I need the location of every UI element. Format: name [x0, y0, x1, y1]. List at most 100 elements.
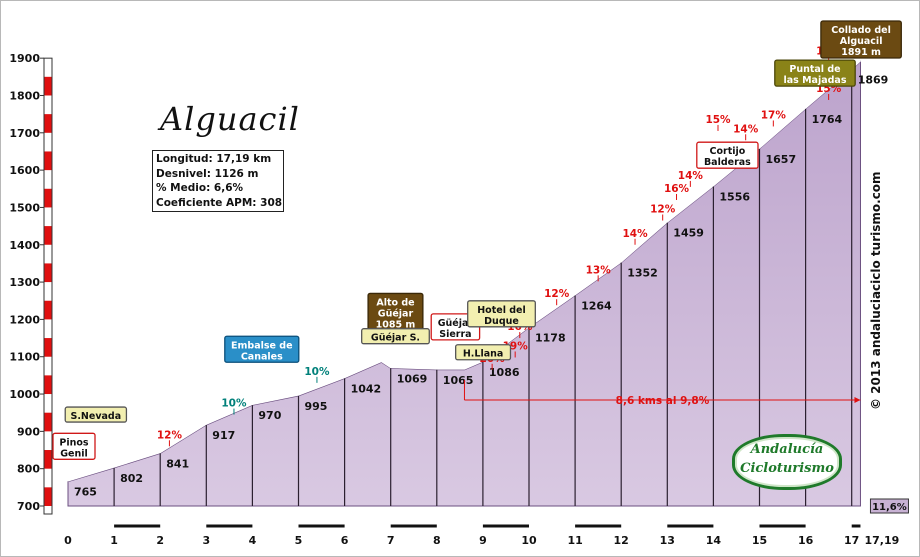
segment-gradient-2: 7,6%: [169, 513, 199, 525]
ramp-label-1: 10%: [221, 398, 247, 410]
ramp-label-14: 17%: [761, 109, 787, 121]
span-arrow: [854, 397, 861, 404]
y-tick-1100: 1100: [9, 351, 40, 364]
x-tick-0: 0: [64, 534, 72, 547]
place-box-1: [64, 406, 128, 423]
place-label-10-1: Alguacil: [840, 36, 883, 47]
altitude-1869: 1869: [858, 74, 889, 87]
altitude-1264: 1264: [581, 300, 612, 313]
y-axis-segment-1600: [44, 151, 52, 171]
altitude-802: 802: [120, 472, 143, 485]
altitude-1042: 1042: [351, 382, 382, 395]
y-axis-segment-1100: [44, 338, 52, 357]
x-tick-11: 11: [567, 534, 582, 547]
place-6: H.Llana: [455, 344, 512, 361]
place-label-7-0: Hotel del: [477, 305, 526, 316]
x-axis-ruler-10: [529, 524, 576, 528]
logo-line-2: Cicloturismo: [740, 461, 834, 476]
place-box-2: [224, 335, 300, 363]
y-axis-segment-1700: [44, 114, 52, 133]
y-tick-1000: 1000: [9, 388, 40, 401]
y-tick-1700: 1700: [9, 127, 40, 140]
segment-gradient-3: 5,3%: [215, 513, 245, 525]
place-label-2-1: Canales: [241, 351, 283, 362]
chart-title: Alguacil: [160, 100, 300, 138]
ramp-label-6: 12%: [544, 288, 570, 300]
place-label-8-1: Balderas: [704, 157, 751, 168]
x-tick-end: 17,19: [864, 534, 899, 547]
x-tick-12: 12: [614, 534, 629, 547]
x-axis-ruler-0: [68, 524, 115, 528]
segment-gradients: 3,7% 3,9% 7,6% 5,3% 2,5% 4,7% 2,7% -0,4% 2,1% 9,2…: [76, 498, 909, 525]
ramp-label-8: 14%: [622, 228, 648, 240]
altitude-labels: 765 802 841 917 970 995 1042 1069 1065 1086 1178 12…: [74, 74, 888, 499]
stat-apm-coefficient: Coeficiente APM: 308: [156, 196, 283, 209]
x-tick-3: 3: [202, 534, 210, 547]
altitude-1065: 1065: [443, 374, 474, 387]
x-tick-7: 7: [387, 534, 395, 547]
place-box-6: [455, 344, 512, 361]
segment-gradient-13: 9,7%: [676, 513, 706, 525]
stat-elevation-gain: Desnivel: 1126 m: [156, 167, 259, 180]
y-tick-700: 700: [17, 500, 40, 513]
span-label: 8,6 kms al 9,8%: [616, 395, 710, 407]
x-tick-14: 14: [706, 534, 722, 547]
place-1: S.Nevada: [64, 406, 128, 423]
y-tick-800: 800: [17, 463, 40, 476]
segment-gradient-14: 10,1%: [718, 513, 755, 525]
place-label-7-1: Duque: [484, 316, 519, 327]
segment-gradient-0: 3,7%: [76, 513, 106, 525]
altitude-1764: 1764: [812, 113, 843, 126]
y-tick-900: 900: [17, 425, 40, 438]
segment-gradient-12: 10,7%: [626, 513, 663, 525]
ramp-label-11: 14%: [678, 170, 704, 182]
y-tick-1900: 1900: [9, 52, 40, 65]
altitude-1178: 1178: [535, 332, 566, 345]
ramp-label-13: 14%: [733, 123, 759, 135]
y-axis-segment-1400: [44, 226, 52, 245]
segment-gradient-16: 10,5%: [810, 513, 847, 525]
x-tick-13: 13: [660, 534, 675, 547]
x-tick-5: 5: [295, 534, 303, 547]
altitude-765: 765: [74, 486, 97, 499]
y-axis-segment-1000: [44, 375, 52, 395]
y-axis-segment-1200: [44, 300, 52, 320]
x-tick-10: 10: [521, 534, 537, 547]
copyright-text: © 2013 andaluciaciclo turismo.com: [869, 171, 883, 410]
altitude-1352: 1352: [627, 267, 658, 280]
final-gradient-label: 11,6%: [872, 502, 907, 513]
y-axis-segment-900: [44, 412, 52, 432]
place-label-3-0: Alto de: [376, 297, 414, 308]
span-annotation: 8,6 kms al 9,8%: [463, 380, 861, 407]
place-label-0-0: Pinos: [59, 437, 89, 448]
altitude-1657: 1657: [766, 153, 797, 166]
x-tick-9: 9: [479, 534, 487, 547]
y-axis-segment-1800: [44, 76, 52, 96]
place-label-0-1: Genil: [60, 448, 88, 459]
x-tick-17: 17: [844, 534, 859, 547]
place-label-5-1: Sierra: [439, 329, 471, 340]
place-label-2-0: Embalse de: [231, 340, 293, 351]
y-axis-frame: [43, 57, 53, 515]
altitude-917: 917: [212, 429, 235, 442]
place-box-7: [467, 300, 536, 328]
altitude-1086: 1086: [489, 366, 520, 379]
segment-gradient-4: 2,5%: [261, 513, 291, 525]
place-label-8-0: Cortijo: [710, 146, 746, 157]
x-axis-ruler-4: [252, 524, 299, 528]
stats-box: Longitud: 17,19 km Desnivel: 1126 m % Me…: [152, 150, 284, 212]
ramp-label-10: 16%: [664, 183, 690, 195]
km-dividers: [113, 69, 853, 506]
andalucia-cicloturismo-logo: Andalucía Cicloturismo: [732, 434, 842, 490]
place-label-1-0: S.Nevada: [70, 411, 121, 422]
x-axis-ruler-6: [344, 524, 391, 528]
y-tick-1800: 1800: [9, 89, 40, 102]
x-tick-labels: 0 1 2 3 4 5 6 7 8 9 10 11 12 13 14 15 16 17 17,19: [64, 534, 899, 547]
place-4: Güéjar S.: [361, 328, 430, 345]
